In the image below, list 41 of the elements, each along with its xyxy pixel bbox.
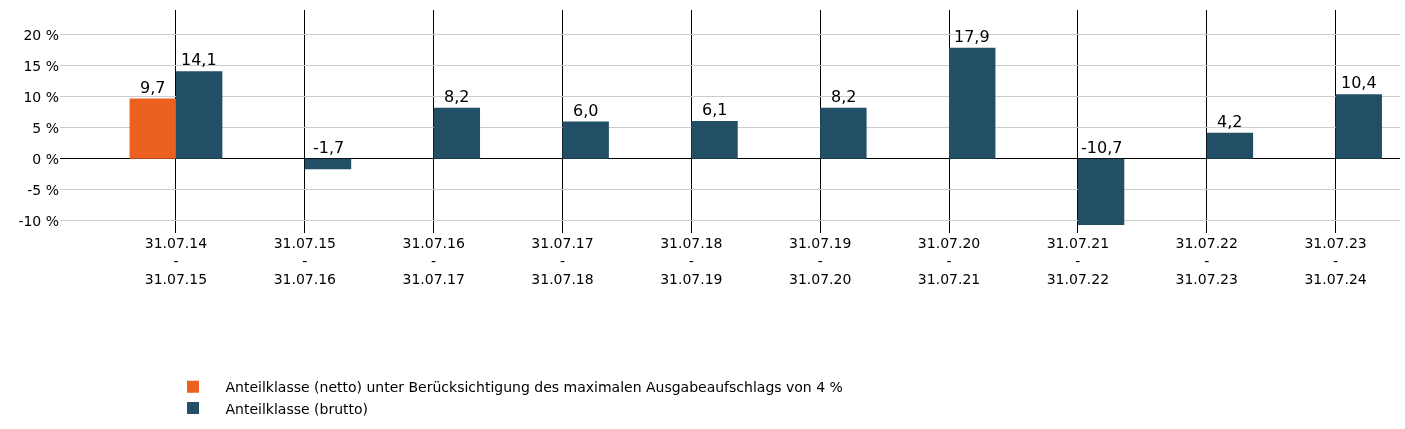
data-label: 6,0 [573, 101, 599, 120]
bar [1335, 94, 1382, 159]
bar [175, 71, 223, 159]
data-label: 4,2 [1217, 112, 1243, 131]
data-label: 17,9 [954, 27, 990, 46]
data-label: -10,7 [1081, 138, 1123, 157]
bar [820, 107, 867, 159]
legend-label: Anteilklasse (netto) unter Berücksichtigung des maximalen Ausgabeaufschlags von 4 % [225, 379, 843, 396]
x-tick-label: 31.07.17 - 31.07.18 [531, 235, 594, 288]
bar [433, 107, 481, 159]
bar [304, 158, 352, 170]
bar [1077, 158, 1125, 225]
x-tick-label: 31.07.20 - 31.07.21 [917, 235, 981, 288]
x-tick-label: 31.07.22 - 31.07.23 [1175, 235, 1238, 288]
y-tick-label: 10 % [23, 88, 59, 105]
y-tick-label: 5 % [32, 119, 59, 136]
data-label: 14,1 [181, 50, 217, 69]
x-tick-label: 31.07.21 - 31.07.22 [1046, 235, 1110, 288]
bar [129, 98, 176, 159]
x-tick-label: 31.07.19 - 31.07.20 [789, 235, 852, 288]
data-label: 8,2 [444, 87, 470, 106]
legend-label: Anteilklasse (brutto) [225, 400, 369, 417]
bar [949, 47, 996, 159]
x-tick-label: 31.07.23 - 31.07.24 [1304, 235, 1367, 288]
bar [691, 120, 738, 159]
y-tick-label: 15 % [23, 57, 59, 74]
y-tick-label: 0 % [32, 150, 59, 167]
bar [1206, 132, 1254, 159]
x-tick-label: 31.07.15 - 31.07.16 [273, 235, 337, 288]
data-label: -1,7 [313, 138, 345, 157]
x-tick-label: 31.07.14 - 31.07.15 [144, 235, 208, 288]
data-label: 6,1 [702, 100, 728, 119]
data-label: 8,2 [831, 87, 857, 106]
bar [562, 121, 609, 159]
y-tick-label: 20 % [23, 26, 59, 43]
y-tick-label: -5 % [27, 181, 59, 198]
x-tick-label: 31.07.16 - 31.07.17 [402, 235, 465, 288]
data-label: 10,4 [1341, 73, 1377, 92]
x-tick-label: 31.07.18 - 31.07.19 [660, 235, 723, 288]
data-label: 9,7 [140, 78, 166, 97]
y-tick-label: -10 % [18, 212, 59, 229]
